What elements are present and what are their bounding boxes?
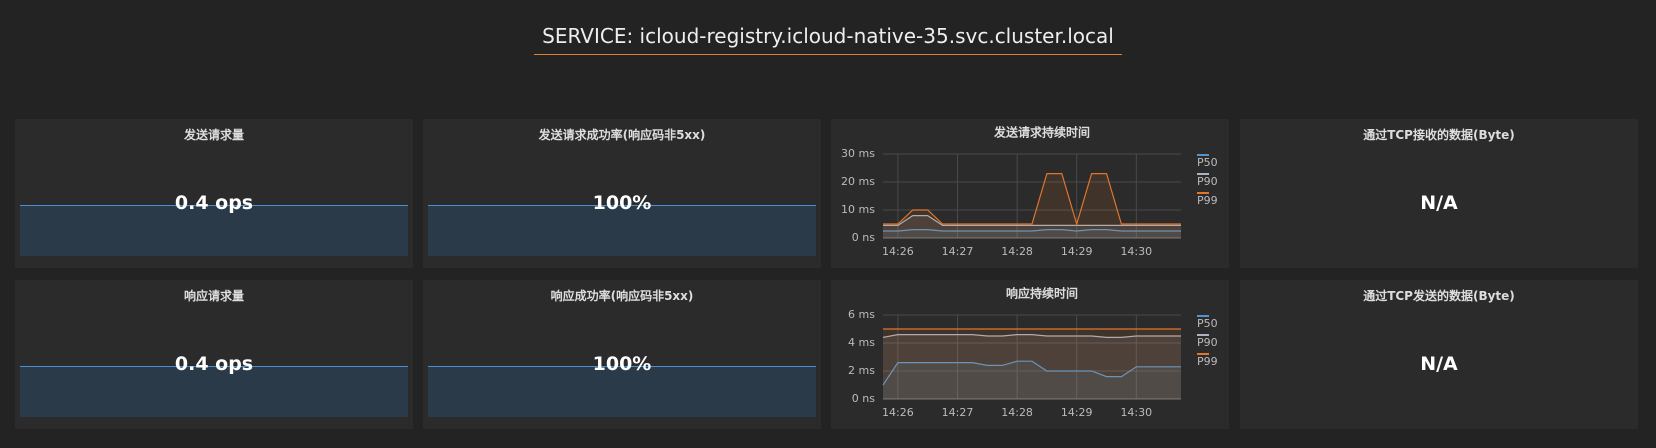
header-title: SERVICE: icloud-registry.icloud-native-3… — [534, 24, 1122, 55]
legend-label: P99 — [1197, 355, 1218, 368]
x-tick-label: 14:27 — [942, 406, 974, 419]
chart: 响应持续时间 0 ns 2 ms 4 ms 6 ms 14:26 14:27 14:28 14:… — [848, 286, 1218, 420]
stat-value: 100% — [592, 192, 652, 214]
series-line — [882, 334, 1181, 338]
stat-value: N/A — [1420, 192, 1458, 214]
panel: 响应请求量 0.4 ops — [15, 280, 413, 429]
series-line — [883, 173, 1181, 227]
x-tick-label: 14:27 — [942, 245, 974, 258]
series-line — [883, 215, 1181, 226]
y-tick-label: 4 ms — [848, 336, 875, 349]
stat-value: 100% — [592, 353, 652, 375]
stat-value: 0.4 ops — [174, 353, 254, 375]
y-tick-label: 2 ms — [848, 364, 875, 377]
y-tick-label: 30 ms — [841, 147, 875, 160]
x-tick-label: 14:29 — [1061, 406, 1093, 419]
panel-title: 通过TCP接收的数据(Byte) — [1363, 128, 1515, 142]
stat-value: N/A — [1420, 353, 1458, 375]
y-tick-label: 10 ms — [841, 203, 875, 216]
panel: 发送请求持续时间 0 ns 10 ms 20 ms 30 ms 14:26 14:27 14:… — [831, 119, 1229, 268]
sparkline — [428, 366, 816, 417]
chart-title: 响应持续时间 — [1006, 286, 1078, 301]
panel-title: 响应请求量 — [183, 289, 244, 303]
y-tick-label: 20 ms — [841, 175, 875, 188]
series-line — [882, 360, 1181, 386]
sparkline — [428, 205, 816, 256]
legend-label: P90 — [1197, 175, 1218, 188]
y-tick-label: 0 ns — [852, 231, 875, 244]
panel-title: 发送请求成功率(响应码非5xx) — [538, 128, 706, 142]
y-tick-label: 6 ms — [848, 308, 875, 321]
x-tick-label: 14:30 — [1120, 245, 1152, 258]
x-tick-label: 14:28 — [1001, 245, 1033, 258]
panel-title: 发送请求量 — [183, 128, 244, 142]
series-area — [883, 215, 1181, 238]
panel: 响应成功率(响应码非5xx) 100% — [423, 280, 821, 429]
series-area — [883, 329, 1181, 399]
sparkline — [20, 205, 408, 256]
panel: 通过TCP接收的数据(Byte) N/A — [1240, 119, 1638, 268]
legend-label: P90 — [1197, 336, 1218, 349]
series-area — [883, 334, 1181, 399]
x-tick-label: 14:30 — [1120, 406, 1152, 419]
x-tick-label: 14:28 — [1001, 406, 1033, 419]
legend-label: P99 — [1197, 194, 1218, 207]
x-tick-label: 14:26 — [882, 245, 914, 258]
x-tick-label: 14:29 — [1061, 245, 1093, 258]
stat-value: 0.4 ops — [174, 192, 254, 214]
chart-title: 发送请求持续时间 — [993, 125, 1090, 140]
legend-label: P50 — [1197, 156, 1218, 169]
series-line — [883, 229, 1181, 232]
panel-title: 通过TCP发送的数据(Byte) — [1363, 289, 1515, 303]
series-area — [883, 361, 1181, 399]
series-area — [883, 229, 1181, 238]
panel: 发送请求成功率(响应码非5xx) 100% — [423, 119, 821, 268]
legend-label: P50 — [1197, 317, 1218, 330]
y-tick-label: 0 ns — [852, 392, 875, 405]
panel: 响应持续时间 0 ns 2 ms 4 ms 6 ms 14:26 14:27 14:28 14:… — [831, 280, 1229, 429]
panel: 发送请求量 0.4 ops — [15, 119, 413, 268]
x-tick-label: 14:26 — [882, 406, 914, 419]
chart: 发送请求持续时间 0 ns 10 ms 20 ms 30 ms 14:26 14:27 14:… — [841, 125, 1218, 259]
series-area — [883, 173, 1181, 238]
panel: 通过TCP发送的数据(Byte) N/A — [1240, 280, 1638, 429]
header: SERVICE: icloud-registry.icloud-native-3… — [0, 24, 1656, 55]
panel-title: 响应成功率(响应码非5xx) — [550, 289, 694, 303]
sparkline — [20, 366, 408, 417]
